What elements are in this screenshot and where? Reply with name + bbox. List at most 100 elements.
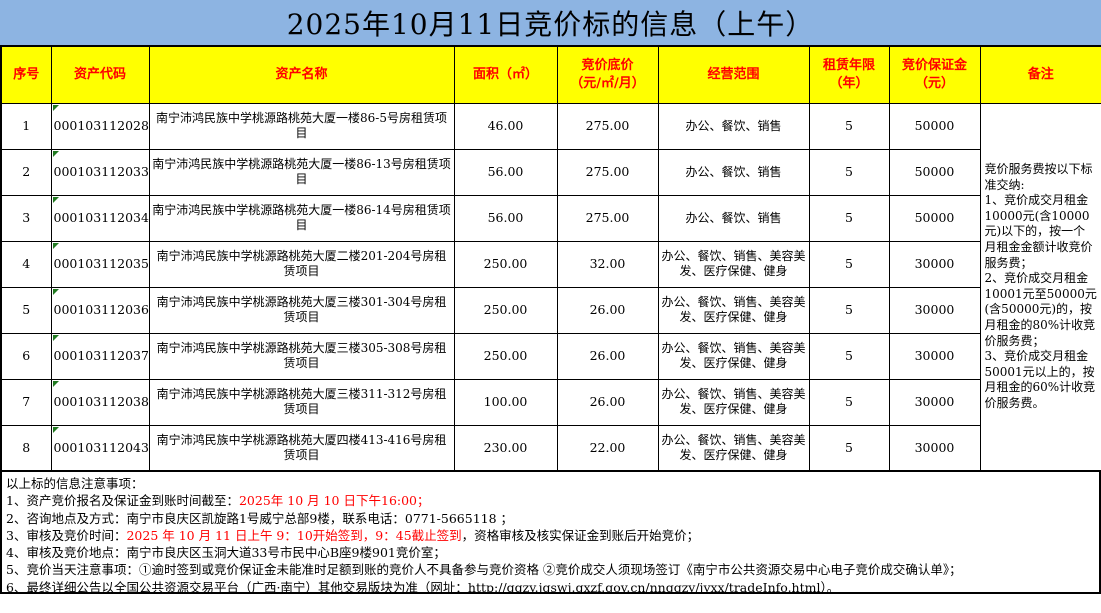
cell-no-text: 7 (22, 394, 31, 410)
note-text: 3、审核及竞价时间： (6, 527, 127, 543)
cell-no: 7 (0, 378, 52, 426)
cell-years-text: 5 (845, 256, 853, 272)
cell-name-text: 南宁沛鸿民族中学桃源路桃苑大厦三楼311-312号房租赁项目 (156, 387, 447, 416)
cell-no: 1 (0, 102, 52, 150)
note-line-1: 1、资产竞价报名及保证金到账时间截至：2025年 10 月 10 日下午16:0… (6, 492, 1095, 509)
note-text: 6、最终详细公告以全国公共资源交易平台（广西·南宁）其他交易版块为准（网址：ht… (6, 579, 840, 594)
cell-no: 3 (0, 194, 52, 242)
column-header-no: 序号 (0, 45, 52, 104)
cell-code: 000103112038 (50, 378, 150, 426)
cell-name-text: 南宁沛鸿民族中学桃源路桃苑大厦三楼301-304号房租赁项目 (156, 295, 447, 324)
cell-comment-triangle-icon (52, 380, 59, 387)
cell-no: 5 (0, 286, 52, 334)
cell-years: 5 (808, 194, 890, 242)
cell-price-text: 26.00 (589, 348, 626, 364)
cell-scope: 办公、餐饮、销售、美容美发、医疗保健、健身 (657, 240, 810, 288)
cell-years-text: 5 (845, 348, 853, 364)
cell-area: 250.00 (453, 332, 558, 380)
cell-code-text: 000103112043 (53, 439, 149, 455)
table-row: 6 000103112037 南宁沛鸿民族中学桃源路桃苑大厦三楼305-308号房租… (0, 332, 1101, 380)
cell-area-text: 100.00 (483, 394, 528, 410)
column-header-scope: 经营范围 (657, 45, 810, 104)
cell-scope: 办公、餐饮、销售、美容美发、医疗保健、健身 (657, 332, 810, 380)
cell-area: 100.00 (453, 378, 558, 426)
cell-name: 南宁沛鸿民族中学桃源路桃苑大厦三楼301-304号房租赁项目 (148, 286, 455, 334)
cell-years-text: 5 (845, 210, 853, 226)
cell-scope: 办公、餐饮、销售 (657, 102, 810, 150)
cell-deposit-text: 30000 (914, 394, 955, 410)
cell-code: 000103112028 (50, 102, 150, 150)
notes-section: 以上标的信息注意事项： 1、资产竞价报名及保证金到账时间截至：2025年 10 … (0, 472, 1101, 594)
cell-price-text: 275.00 (585, 210, 630, 226)
cell-no-text: 4 (22, 256, 31, 272)
column-header-remark: 备注 (979, 45, 1101, 104)
cell-area: 250.00 (453, 286, 558, 334)
note-highlight-text: 2025年 10 月 10 日下午16:00； (238, 493, 430, 509)
cell-deposit-text: 30000 (914, 302, 955, 318)
cell-comment-triangle-icon (52, 196, 59, 203)
column-header-price: 竞价底价 （元/㎡/月） (556, 45, 659, 104)
cell-deposit-text: 50000 (914, 210, 955, 226)
cell-code-text: 000103112038 (53, 394, 149, 410)
cell-area-text: 230.00 (483, 439, 528, 455)
cell-comment-triangle-icon (52, 426, 59, 433)
cell-scope: 办公、餐饮、销售、美容美发、医疗保健、健身 (657, 378, 810, 426)
cell-comment-triangle-icon (52, 288, 59, 295)
note-text: 5、竞价当天注意事项：①逾时签到或竞价保证金未能准时足额到账的竞价人不具备参与竞… (6, 562, 962, 578)
table-header: 序号 资产代码 资产名称 面积（㎡） 竞价底价 （元/㎡/月） 经营范围 租赁年限 （年）竞… (0, 45, 1101, 104)
cell-no: 4 (0, 240, 52, 288)
cell-price-text: 22.00 (589, 439, 626, 455)
column-header-area: 面积（㎡） (453, 45, 558, 104)
cell-name: 南宁沛鸿民族中学桃源路桃苑大厦一楼86-13号房租赁项目 (148, 148, 455, 196)
cell-area: 250.00 (453, 240, 558, 288)
cell-price-text: 275.00 (585, 164, 630, 180)
cell-scope: 办公、餐饮、销售、美容美发、医疗保健、健身 (657, 424, 810, 472)
cell-no: 8 (0, 424, 52, 472)
column-header-deposit: 竞价保证金 （元） (888, 45, 981, 104)
cell-scope-text: 办公、餐饮、销售 (685, 164, 782, 179)
page-title: 2025年10月11日竞价标的信息（上午） (0, 0, 1101, 45)
cell-code-text: 000103112036 (53, 302, 149, 318)
cell-name-text: 南宁沛鸿民族中学桃源路桃苑大厦四楼413-416号房租赁项目 (156, 432, 447, 462)
cell-scope-text: 办公、餐饮、销售 (685, 210, 782, 225)
cell-years: 5 (808, 148, 890, 196)
cell-no-text: 1 (22, 118, 31, 134)
cell-comment-triangle-icon (52, 334, 59, 341)
cell-code-text: 000103112037 (53, 348, 149, 364)
cell-years-text: 5 (845, 439, 853, 455)
cell-no-text: 3 (22, 210, 31, 226)
bidding-table: 序号 资产代码 资产名称 面积（㎡） 竞价底价 （元/㎡/月） 经营范围 租赁年限 （年）竞… (0, 45, 1101, 472)
column-header-code: 资产代码 (50, 45, 150, 104)
cell-scope-text: 办公、餐饮、销售、美容美发、医疗保健、健身 (661, 295, 806, 324)
cell-price: 275.00 (556, 102, 659, 150)
cell-years-text: 5 (845, 164, 853, 180)
note-text: 4、审核及竞价地点：南宁市良庆区玉洞大道33号市民中心B座9楼901竞价室； (6, 545, 446, 561)
column-header-name: 资产名称 (148, 45, 455, 104)
cell-deposit: 30000 (888, 240, 981, 288)
cell-area-text: 250.00 (483, 302, 528, 318)
cell-comment-triangle-icon (52, 150, 59, 157)
cell-scope: 办公、餐饮、销售、美容美发、医疗保健、健身 (657, 286, 810, 334)
cell-name: 南宁沛鸿民族中学桃源路桃苑大厦三楼305-308号房租赁项目 (148, 332, 455, 380)
cell-name: 南宁沛鸿民族中学桃源路桃苑大厦一楼86-5号房租赁项目 (148, 102, 455, 150)
cell-comment-triangle-icon (52, 104, 59, 111)
cell-no-text: 2 (22, 164, 31, 180)
note-text: 2、咨询地点及方式：南宁市良庆区凯旋路1号威宁总部9楼，联系电话：0771-56… (6, 510, 514, 526)
column-header-years: 租赁年限 （年） (808, 45, 890, 104)
cell-years: 5 (808, 240, 890, 288)
cell-price: 32.00 (556, 240, 659, 288)
note-line-6: 6、最终详细公告以全国公共资源交易平台（广西·南宁）其他交易版块为准（网址：ht… (6, 579, 1095, 594)
cell-years: 5 (808, 286, 890, 334)
cell-deposit: 50000 (888, 194, 981, 242)
table-row: 8 000103112043 南宁沛鸿民族中学桃源路桃苑大厦四楼413-416号房租… (0, 424, 1101, 472)
cell-code-text: 000103112034 (53, 210, 149, 226)
table-row: 3 000103112034 南宁沛鸿民族中学桃源路桃苑大厦一楼86-14号房租赁项… (0, 194, 1101, 242)
cell-deposit-text: 50000 (914, 118, 955, 134)
cell-price: 275.00 (556, 194, 659, 242)
cell-code: 000103112037 (50, 332, 150, 380)
cell-deposit: 30000 (888, 332, 981, 380)
table-row: 4 000103112035 南宁沛鸿民族中学桃源路桃苑大厦二楼201-204号房租… (0, 240, 1101, 288)
cell-code: 000103112033 (50, 148, 150, 196)
cell-scope-text: 办公、餐饮、销售、美容美发、医疗保健、健身 (661, 249, 806, 278)
